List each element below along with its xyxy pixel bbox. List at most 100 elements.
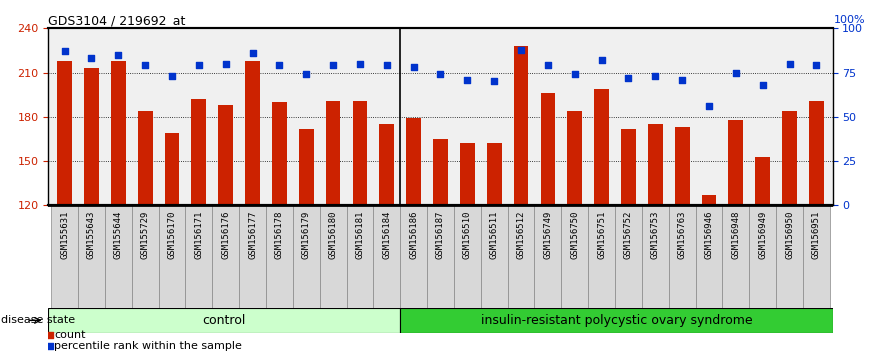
Bar [400,308,833,333]
Point [595,57,609,63]
Bar [84,68,99,205]
Point [326,63,340,68]
Text: GSM156946: GSM156946 [705,210,714,259]
Point [756,82,770,88]
Point [514,47,528,52]
Text: GSM156179: GSM156179 [301,210,311,259]
Bar [299,129,314,205]
Bar [535,205,561,308]
Text: GSM156763: GSM156763 [677,210,686,259]
Bar [326,101,340,205]
Text: control: control [203,314,246,327]
Bar [48,308,400,333]
Point [186,192,200,198]
Text: GSM156170: GSM156170 [167,210,176,259]
Bar [514,46,529,205]
Text: 100%: 100% [834,15,866,25]
Bar [642,205,669,308]
Text: GSM155644: GSM155644 [114,210,122,259]
Bar [433,139,448,205]
Bar [352,101,367,205]
Text: GSM156753: GSM156753 [651,210,660,259]
Point [186,298,200,304]
Text: GSM156949: GSM156949 [759,210,767,259]
Bar [400,205,427,308]
Point [165,73,179,79]
Text: GSM156176: GSM156176 [221,210,230,259]
Text: GSM156184: GSM156184 [382,210,391,259]
Bar [782,111,797,205]
Point [567,72,581,77]
Point [272,63,286,68]
Bar [105,205,131,308]
Text: percentile rank within the sample: percentile rank within the sample [55,341,242,351]
Bar [561,205,589,308]
Point [648,73,663,79]
Text: GSM155631: GSM155631 [60,210,69,259]
Bar [701,195,716,205]
Bar [111,61,126,205]
Bar [541,93,555,205]
Bar [729,120,744,205]
Text: GSM156181: GSM156181 [355,210,365,259]
Bar [594,89,609,205]
Text: GSM156511: GSM156511 [490,210,499,259]
Bar [567,111,582,205]
Text: GSM156750: GSM156750 [570,210,580,259]
Text: GSM156180: GSM156180 [329,210,337,259]
Text: GSM156749: GSM156749 [544,210,552,259]
Bar [51,205,78,308]
Point [433,72,448,77]
Bar [218,105,233,205]
Bar [755,156,770,205]
Point [138,63,152,68]
Bar [722,205,750,308]
Bar [292,205,320,308]
Point [300,72,314,77]
Text: GSM156951: GSM156951 [812,210,821,259]
Point [782,61,796,67]
Bar [320,205,346,308]
Bar [621,129,636,205]
Point [353,61,367,67]
Text: GDS3104 / 219692_at: GDS3104 / 219692_at [48,14,186,27]
Bar [137,111,152,205]
Point [621,75,635,81]
Bar [165,133,180,205]
Text: GSM156171: GSM156171 [195,210,204,259]
Bar [131,205,159,308]
Bar [239,205,266,308]
Point [246,50,260,56]
Text: GSM155643: GSM155643 [87,210,96,259]
Bar [272,102,287,205]
Point [729,70,743,75]
Bar [266,205,292,308]
Point [675,77,689,82]
Point [407,64,421,70]
Text: GSM156187: GSM156187 [436,210,445,259]
Text: GSM156950: GSM156950 [785,210,794,259]
Bar [507,205,535,308]
Bar [809,101,824,205]
Bar [776,205,803,308]
Bar [648,124,663,205]
Text: disease state: disease state [1,315,75,325]
Bar [212,205,239,308]
Bar [669,205,696,308]
Text: GSM156186: GSM156186 [409,210,418,259]
Point [111,52,125,58]
Point [460,77,474,82]
Text: GSM156177: GSM156177 [248,210,257,259]
Bar [481,205,507,308]
Bar [803,205,830,308]
Point [541,63,555,68]
Bar [460,143,475,205]
Bar [615,205,642,308]
Text: GSM156752: GSM156752 [624,210,633,259]
Point [85,56,99,61]
Bar [380,124,394,205]
Bar [191,99,206,205]
Point [380,63,394,68]
Bar [750,205,776,308]
Text: GSM155729: GSM155729 [141,210,150,259]
